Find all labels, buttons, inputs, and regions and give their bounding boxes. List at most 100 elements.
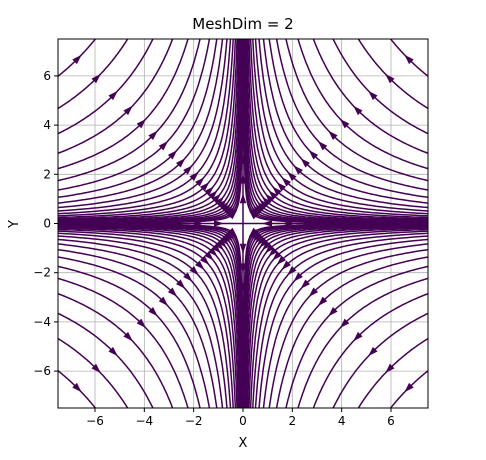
flow-arrow: [123, 105, 133, 116]
flow-arrow: [158, 141, 169, 151]
flow-arrow: [385, 73, 395, 84]
flow-arrow: [259, 199, 269, 209]
flow-arrow: [321, 220, 332, 227]
flow-arrow: [400, 220, 411, 227]
flow-arrow: [368, 90, 378, 101]
flow-arrow: [214, 196, 224, 207]
flow-arrow: [300, 279, 311, 289]
flow-arrow: [211, 193, 221, 204]
flow-arrow: [199, 182, 210, 192]
flow-arrow: [239, 134, 247, 145]
flow-arrow: [239, 154, 247, 164]
flow-arrow: [353, 331, 363, 342]
flow-arrow: [72, 382, 82, 393]
y-tick-label: 6: [43, 69, 51, 83]
flow-arrow: [154, 220, 165, 227]
flow-arrow: [204, 186, 214, 196]
flow-arrow: [239, 283, 247, 293]
flow-arrow: [175, 158, 186, 168]
flow-arrow: [72, 54, 82, 65]
flow-arrow: [195, 177, 205, 187]
flow-arrow: [239, 114, 247, 125]
x-tick-label: 2: [289, 414, 297, 428]
flow-arrow: [91, 363, 101, 374]
x-tick-label: −6: [86, 414, 104, 428]
flow-arrow: [199, 255, 210, 265]
x-tick-label: −2: [185, 414, 203, 428]
flow-arrow: [183, 272, 193, 282]
flow-arrow: [287, 171, 297, 181]
flow-arrow: [259, 238, 269, 248]
flow-arrow: [328, 306, 338, 317]
y-tick-label: 4: [43, 118, 51, 132]
flow-arrow: [272, 186, 282, 196]
flow-arrow: [194, 220, 205, 227]
y-tick-label: −4: [33, 315, 51, 329]
flow-arrow: [217, 199, 227, 209]
flow-arrow: [276, 182, 287, 192]
streamlines: [58, 39, 428, 408]
flow-arrow: [108, 90, 118, 101]
flow-arrow: [148, 306, 158, 317]
flow-arrow: [239, 193, 247, 204]
flow-arrow: [239, 342, 247, 352]
flow-arrow: [317, 296, 328, 306]
flow-arrow: [208, 190, 218, 200]
flow-arrow: [404, 382, 414, 393]
flow-arrow: [91, 73, 101, 84]
x-tick-label: 0: [239, 414, 247, 428]
y-tick-label: 2: [43, 167, 51, 181]
flow-arrow: [360, 220, 371, 227]
flow-arrow: [174, 220, 185, 227]
flow-arrow: [115, 220, 126, 227]
flow-arrow: [208, 247, 218, 257]
flow-arrow: [239, 361, 247, 372]
flow-arrow: [239, 55, 247, 66]
flow-arrow: [265, 243, 275, 254]
flow-arrow: [287, 266, 297, 276]
flow-arrow: [339, 318, 350, 328]
flow-arrow: [75, 220, 86, 227]
flow-arrow: [123, 331, 133, 342]
flow-arrow: [219, 235, 229, 246]
flow-arrow: [385, 363, 395, 374]
flow-arrow: [239, 263, 247, 274]
x-tick-label: 4: [338, 414, 346, 428]
y-axis-label: Y: [7, 220, 22, 229]
flow-arrow: [281, 177, 291, 187]
flow-arrow: [136, 318, 147, 328]
x-tick-label: 6: [387, 414, 395, 428]
flow-arrow: [148, 130, 158, 141]
flow-arrow: [380, 220, 391, 227]
flow-arrow: [219, 201, 229, 212]
flow-arrow: [339, 119, 350, 129]
flow-arrow: [257, 235, 267, 246]
x-axis-label: X: [239, 436, 248, 451]
flow-arrow: [136, 119, 147, 129]
flow-arrow: [108, 346, 118, 357]
flow-arrow: [239, 75, 247, 86]
flow-arrow: [268, 247, 278, 257]
flow-arrow: [239, 381, 247, 392]
flow-arrow: [195, 260, 205, 270]
y-tick-label: −2: [33, 266, 51, 280]
flow-arrow: [204, 251, 214, 261]
flow-arrow: [167, 287, 178, 297]
flow-arrow: [341, 220, 352, 227]
flow-arrow: [167, 150, 178, 160]
chart-title: MeshDim = 2: [192, 15, 293, 33]
flow-arrow: [300, 158, 311, 168]
flow-arrow: [293, 165, 303, 175]
flow-arrow: [95, 220, 106, 227]
flow-arrow: [239, 322, 247, 333]
flow-arrow: [281, 260, 291, 270]
flow-arrow: [189, 266, 199, 276]
flow-arrow: [368, 346, 378, 357]
flow-arrow: [158, 296, 169, 306]
flow-arrow: [239, 302, 247, 313]
y-tick-label: −6: [33, 364, 51, 378]
flow-arrow: [328, 130, 338, 141]
flow-arrow: [353, 105, 363, 116]
x-tick-label: −4: [135, 414, 153, 428]
